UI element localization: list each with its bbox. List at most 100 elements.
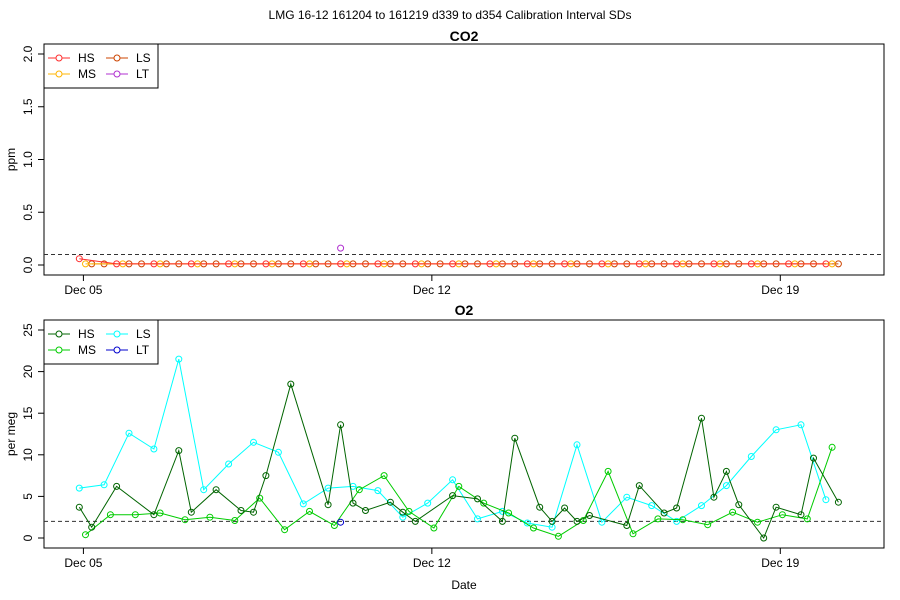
o2-point-ms (82, 531, 89, 539)
co2-legend-label: LS (136, 51, 151, 65)
o2-legend: HS MS LS LT (43, 319, 159, 365)
o2-point-hs (337, 421, 345, 429)
o2-point-ms (106, 511, 114, 519)
o2-point-hs (75, 503, 83, 511)
o2-point-hs (411, 517, 419, 525)
o2-y-tick-label: 25 (21, 323, 35, 337)
co2-panel: CO2 0.0 0.5 1.0 1.5 2.0 ppm Dec 05 Dec 12 Dec 19 H… (4, 28, 885, 297)
o2-point-ms (355, 486, 363, 494)
o2-point-hs (660, 509, 668, 517)
co2-point-hs (523, 260, 531, 268)
o2-point-ms (480, 499, 488, 507)
o2-point-ls (75, 484, 83, 492)
o2-point-hs (150, 511, 158, 519)
o2-point-hs (797, 511, 805, 519)
o2-series-line-ms (85, 447, 833, 537)
o2-legend-label: MS (78, 343, 96, 357)
o2-series-line-hs (78, 382, 839, 540)
co2-y-tick-label: 1.5 (21, 98, 35, 115)
o2-point-lt (337, 518, 345, 526)
o2-point-hs (362, 507, 369, 514)
co2-y-tick-label: 2.0 (21, 45, 35, 62)
o2-series-lt (337, 518, 345, 526)
o2-point-hs (175, 447, 183, 455)
o2-point-ms (654, 515, 662, 523)
o2-point-ls (399, 513, 407, 521)
o2-point-ms (281, 526, 289, 534)
o2-point-hs (735, 501, 743, 509)
o2-panel: O2 0 5 10 15 20 25 per meg Dec 05 Dec 12 Dec 19 HS M… (4, 302, 885, 570)
o2-point-ls (722, 482, 730, 490)
o2-point-hs (349, 499, 357, 507)
o2-legend-swatch-marker (55, 346, 63, 354)
o2-point-hs (262, 472, 270, 480)
o2-point-hs (474, 495, 481, 503)
o2-point-hs (834, 498, 842, 506)
o2-point-hs (710, 493, 718, 501)
o2-x-tick-label: Dec 05 (64, 556, 102, 570)
o2-point-ls (747, 453, 755, 460)
o2-point-ms (803, 515, 811, 523)
o2-series-line-ls (79, 358, 827, 528)
o2-point-ms (306, 507, 313, 515)
o2-point-ls (374, 487, 382, 495)
o2-point-ms (729, 508, 737, 516)
o2-point-ls (100, 481, 108, 489)
o2-y-tick-label: 5 (21, 493, 35, 500)
o2-point-ls (698, 502, 705, 510)
o2-point-hs (810, 454, 817, 462)
co2-legend-label: LT (136, 67, 150, 81)
o2-point-ms (131, 511, 139, 519)
o2-point-ms (828, 443, 836, 451)
co2-x-tick-label: Dec 12 (413, 283, 451, 297)
o2-y-axis-label: per meg (4, 412, 18, 456)
o2-point-hs (237, 507, 245, 514)
o2-point-hs (113, 482, 121, 490)
o2-point-hs (760, 534, 768, 542)
co2-legend-box (43, 43, 159, 89)
o2-point-ms (330, 522, 338, 529)
o2-title: O2 (455, 302, 474, 318)
o2-point-hs (399, 508, 407, 516)
o2-point-hs (698, 414, 705, 422)
o2-point-ms (231, 517, 239, 524)
co2-legend-swatch-marker (113, 54, 121, 62)
co2-legend-swatch-marker (55, 70, 63, 78)
o2-point-hs (573, 517, 581, 525)
o2-point-ls (673, 517, 681, 525)
o2-y-tick-label: 10 (21, 448, 35, 462)
o2-point-ms (704, 521, 712, 529)
co2-y-tick-label: 1.0 (21, 151, 35, 168)
o2-legend-swatch-marker (55, 330, 63, 338)
co2-y-tick-label: 0.0 (21, 256, 35, 273)
co2-y-tick-label: 0.5 (21, 204, 35, 221)
o2-point-ms (754, 518, 761, 526)
o2-point-hs (623, 522, 631, 529)
o2-point-ls (150, 445, 158, 453)
co2-point-hs (262, 260, 270, 268)
co2-legend-swatch-marker (113, 70, 121, 78)
co2-point-hs (187, 260, 195, 268)
o2-point-ls (225, 460, 233, 468)
o2-point-hs (449, 492, 457, 500)
o2-point-ms (530, 524, 537, 532)
co2-series-line-hs (79, 258, 826, 265)
co2-y-axis-label: ppm (4, 148, 18, 171)
co2-x-tick-label: Dec 19 (761, 283, 799, 297)
co2-title: CO2 (450, 28, 479, 44)
o2-point-hs (187, 508, 195, 516)
o2-point-ms (156, 509, 164, 517)
co2-point-hs (411, 260, 419, 268)
o2-y-tick-label: 15 (21, 406, 35, 420)
o2-legend-swatch-marker (113, 330, 121, 338)
co2-point-lt (337, 244, 345, 252)
co2-legend: HS MS LS LT (43, 43, 159, 89)
co2-point-hs (635, 260, 643, 268)
o2-point-hs (212, 486, 220, 494)
o2-point-ls (449, 476, 457, 484)
co2-point-hs (299, 260, 307, 268)
co2-series-hs (75, 255, 830, 268)
o2-point-ms (455, 482, 463, 490)
o2-y-tick-label: 20 (21, 365, 35, 379)
